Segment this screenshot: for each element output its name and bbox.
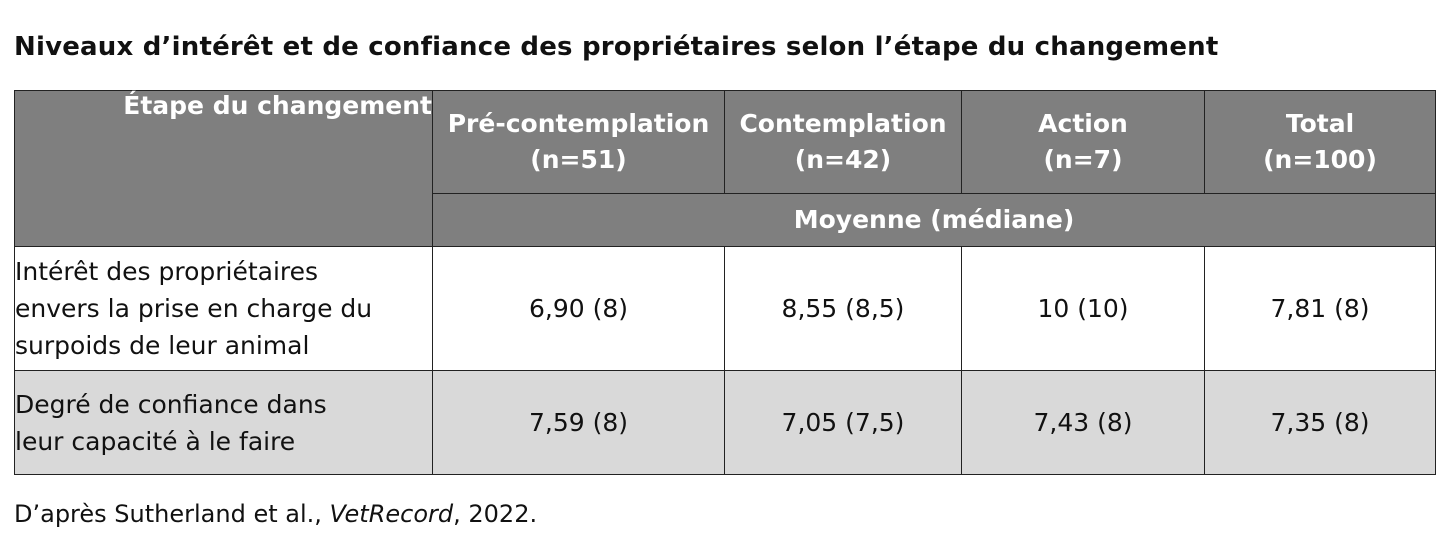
- value-cell: 7,05 (7,5): [724, 370, 962, 475]
- source-prefix: D’après Sutherland et al.,: [14, 500, 330, 528]
- value-cell: 6,90 (8): [432, 246, 725, 371]
- column-n: (n=7): [1043, 145, 1123, 174]
- column-header-contemplation: Contemplation (n=42): [724, 90, 962, 194]
- column-header-action: Action (n=7): [961, 90, 1205, 194]
- source-suffix: , 2022.: [453, 500, 538, 528]
- column-label: Contemplation: [739, 109, 947, 138]
- value-cell: 7,35 (8): [1204, 370, 1436, 475]
- column-label: Action: [1038, 109, 1128, 138]
- column-header-total: Total (n=100): [1204, 90, 1436, 194]
- column-n: (n=51): [530, 145, 627, 174]
- row-label: Intérêt des propriétaires envers la pris…: [14, 246, 433, 371]
- source-journal: VetRecord: [329, 500, 454, 528]
- value-cell: 7,59 (8): [432, 370, 725, 475]
- value-cell: 7,81 (8): [1204, 246, 1436, 371]
- table-row-confiance: Degré de confiance dans leur capacité à …: [14, 370, 1436, 475]
- column-n: (n=42): [794, 145, 892, 174]
- value-cell: 8,55 (8,5): [724, 246, 962, 371]
- page-title: Niveaux d’intérêt et de confiance des pr…: [14, 32, 1219, 62]
- row-label: Degré de confiance dans leur capacité à …: [14, 370, 433, 475]
- row-label-line: Intérêt des propriétaires: [15, 257, 319, 286]
- source-citation: D’après Sutherland et al., VetRecord, 20…: [14, 500, 537, 528]
- table-row-interet: Intérêt des propriétaires envers la pris…: [14, 246, 1436, 371]
- subheader-mean-median: Moyenne (médiane): [432, 193, 1436, 247]
- results-table: Étape du changement Pré-contemplation (n…: [14, 90, 1436, 475]
- row-label-line: envers la prise en charge du: [15, 294, 373, 323]
- row-label-line: surpoids de leur animal: [15, 331, 310, 360]
- row-label-line: Degré de confiance dans: [15, 389, 327, 419]
- value-cell: 10 (10): [961, 246, 1205, 371]
- row-label-line: leur capacité à le faire: [15, 426, 296, 456]
- column-label: Total: [1285, 109, 1355, 138]
- column-n: (n=100): [1263, 145, 1377, 174]
- column-header-precontemplation: Pré-contemplation (n=51): [432, 90, 725, 194]
- column-label: Pré-contemplation: [447, 109, 710, 138]
- value-cell: 7,43 (8): [961, 370, 1205, 475]
- stub-header: Étape du changement: [14, 90, 433, 247]
